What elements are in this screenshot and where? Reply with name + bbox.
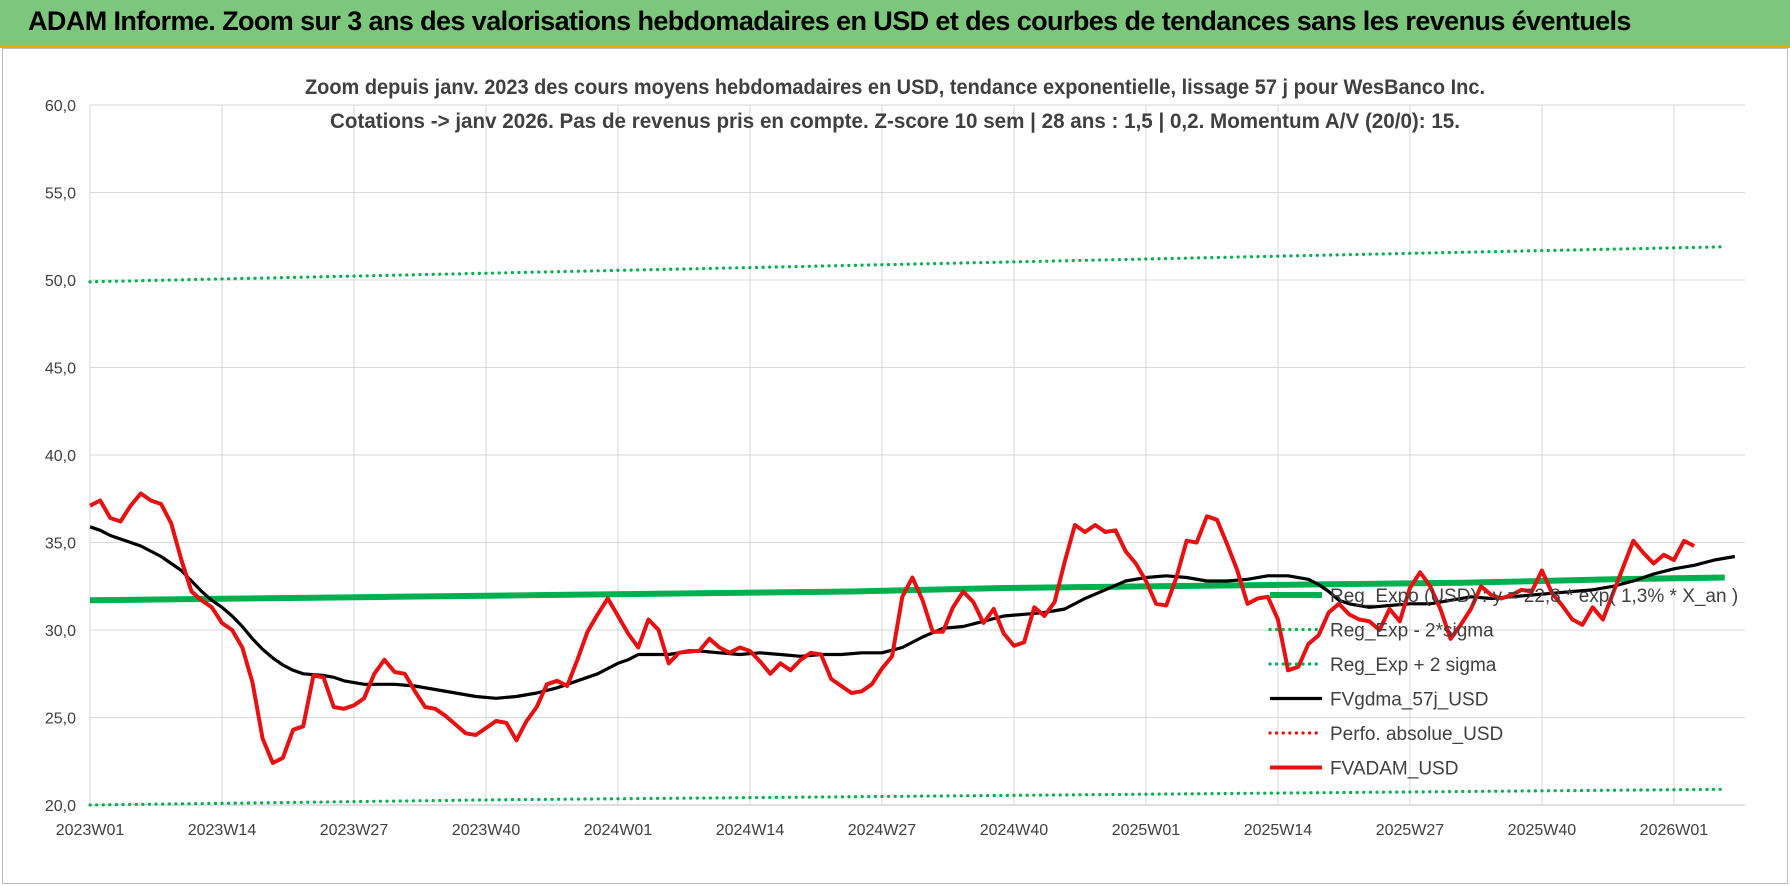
report-title: ADAM Informe. Zoom sur 3 ans des valoris… [28,6,1631,36]
x-tick-label: 2024W40 [980,822,1049,839]
y-tick-label: 50,0 [45,273,76,290]
x-tick-label: 2025W27 [1376,822,1445,839]
x-axis: 2023W01 2023W14 2023W27 2023W40 2024W01 2024W… [56,822,1709,839]
x-tick-label: 2023W27 [320,822,389,839]
x-tick-label: 2023W14 [188,822,257,839]
y-tick-label: 30,0 [45,623,76,640]
x-tick-label: 2024W01 [584,822,653,839]
series-line-reg-exp-2-sigma [88,787,1727,807]
series-line-fvadam-usd [89,491,1696,765]
chart-title: Zoom depuis janv. 2023 des cours moyens … [305,76,1485,99]
y-tick-label: 60,0 [45,98,76,115]
series-line-reg-expo-usd-y-22-8-exp-1-3-x-an- [89,574,1725,604]
y-tick-label: 40,0 [45,448,76,465]
legend-label: Reg_Expo (USD) : y = 22,8 * exp( 1,3% * … [1330,586,1738,607]
chart-grid [89,104,1745,806]
chart-series [88,245,1736,807]
y-tick-label: 25,0 [45,711,76,728]
x-tick-label: 2026W01 [1640,822,1709,839]
legend-label: Perfo. absolue_USD [1330,724,1503,745]
series-line-reg-exp-2-sigma [88,245,1727,284]
legend-label: Reg_Exp + 2 sigma [1330,655,1497,676]
legend-label: Reg_Exp - 2*sigma [1330,621,1494,642]
chart-legend: Reg_Expo (USD) : y = 22,8 * exp( 1,3% * … [1268,586,1738,780]
report-banner: ADAM Informe. Zoom sur 3 ans des valoris… [0,0,1790,48]
x-tick-label: 2025W14 [1244,822,1313,839]
x-tick-label: 2024W27 [848,822,917,839]
y-tick-label: 20,0 [45,798,76,815]
y-axis: 20,0 25,0 30,0 35,0 40,0 45,0 50,0 55,0 60,0 [45,98,76,815]
x-tick-label: 2025W01 [1112,822,1181,839]
y-tick-label: 55,0 [45,186,76,203]
x-tick-label: 2024W14 [716,822,785,839]
chart-frame [2,48,1788,884]
series-line-fvgdma-57j-usd [89,525,1736,700]
legend-label: FVgdma_57j_USD [1330,690,1488,711]
y-tick-label: 35,0 [45,536,76,553]
x-tick-label: 2023W01 [56,822,125,839]
chart-subtitle: Cotations -> janv 2026. Pas de revenus p… [330,110,1460,133]
y-tick-label: 45,0 [45,361,76,378]
x-tick-label: 2023W40 [452,822,521,839]
x-tick-label: 2025W40 [1508,822,1577,839]
legend-label: FVADAM_USD [1330,759,1458,780]
